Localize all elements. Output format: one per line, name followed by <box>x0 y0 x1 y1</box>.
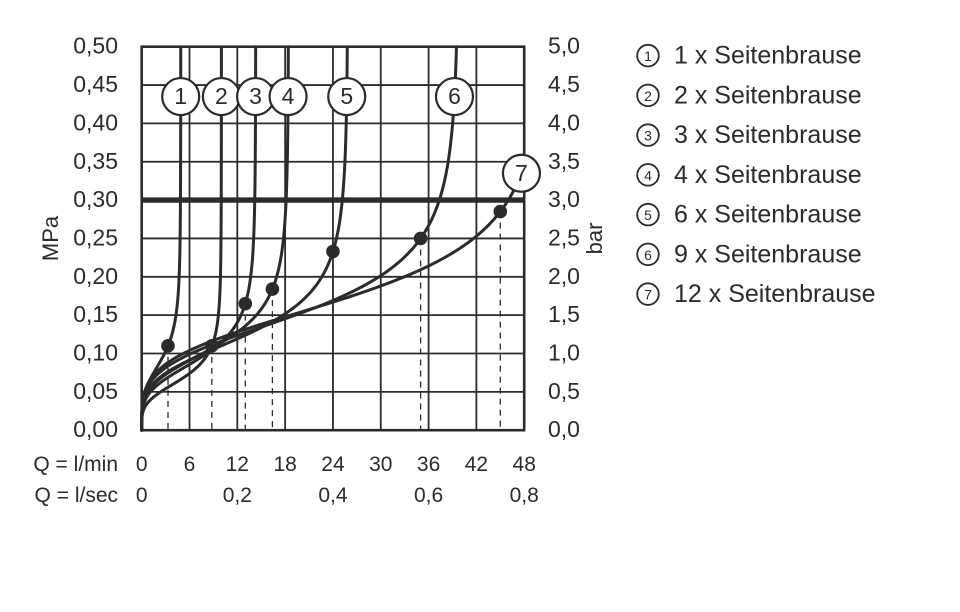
svg-text:0,2: 0,2 <box>223 484 252 507</box>
svg-text:6: 6 <box>644 247 652 263</box>
svg-text:0,8: 0,8 <box>510 484 539 507</box>
svg-text:0,20: 0,20 <box>73 263 118 289</box>
svg-text:7: 7 <box>644 287 652 303</box>
svg-text:0,45: 0,45 <box>73 71 118 97</box>
svg-text:6: 6 <box>448 83 461 109</box>
svg-text:0,35: 0,35 <box>73 148 118 174</box>
svg-text:0,5: 0,5 <box>548 378 580 404</box>
svg-text:24: 24 <box>321 453 345 476</box>
svg-text:0,6: 0,6 <box>414 484 443 507</box>
svg-text:0,30: 0,30 <box>73 186 118 212</box>
svg-text:bar: bar <box>582 223 607 255</box>
svg-text:18: 18 <box>273 453 296 476</box>
svg-text:1: 1 <box>174 83 187 109</box>
svg-text:12: 12 <box>226 453 249 476</box>
svg-text:36: 36 <box>417 453 440 476</box>
svg-text:4,0: 4,0 <box>548 109 580 135</box>
svg-text:3,5: 3,5 <box>548 148 580 174</box>
svg-text:4 x Seitenbrause: 4 x Seitenbrause <box>674 161 862 189</box>
svg-text:Q = l/sec: Q = l/sec <box>35 484 118 507</box>
svg-text:9 x Seitenbrause: 9 x Seitenbrause <box>674 240 862 268</box>
svg-text:0: 0 <box>136 453 148 476</box>
svg-text:7: 7 <box>515 160 528 186</box>
svg-text:0,25: 0,25 <box>73 224 118 250</box>
svg-text:42: 42 <box>465 453 488 476</box>
svg-text:5,0: 5,0 <box>548 33 580 59</box>
svg-text:0,05: 0,05 <box>73 378 118 404</box>
svg-text:0,00: 0,00 <box>73 416 118 442</box>
svg-text:5: 5 <box>340 83 353 109</box>
svg-text:6 x Seitenbrause: 6 x Seitenbrause <box>674 201 862 229</box>
svg-text:1: 1 <box>644 48 652 64</box>
svg-text:2,5: 2,5 <box>548 224 580 250</box>
svg-text:0,15: 0,15 <box>73 301 118 327</box>
svg-text:5: 5 <box>644 207 652 223</box>
svg-text:2,0: 2,0 <box>548 263 580 289</box>
svg-text:0,40: 0,40 <box>73 109 118 135</box>
svg-text:3,0: 3,0 <box>548 186 580 212</box>
svg-text:1,5: 1,5 <box>548 301 580 327</box>
svg-text:12 x Seitenbrause: 12 x Seitenbrause <box>674 280 876 308</box>
svg-text:0,10: 0,10 <box>73 340 118 366</box>
svg-text:3: 3 <box>249 83 262 109</box>
svg-text:0,4: 0,4 <box>318 484 348 507</box>
svg-text:1,0: 1,0 <box>548 340 580 366</box>
svg-text:4,5: 4,5 <box>548 71 580 97</box>
svg-text:0: 0 <box>136 484 148 507</box>
svg-text:2: 2 <box>215 83 228 109</box>
svg-text:Q = l/min: Q = l/min <box>33 453 118 476</box>
svg-text:2 x Seitenbrause: 2 x Seitenbrause <box>674 81 862 109</box>
svg-text:0,0: 0,0 <box>548 416 580 442</box>
svg-text:MPa: MPa <box>38 215 63 261</box>
svg-text:48: 48 <box>513 453 536 476</box>
svg-text:2: 2 <box>644 88 652 104</box>
svg-text:0,50: 0,50 <box>73 33 118 59</box>
svg-text:3: 3 <box>644 128 652 144</box>
svg-text:30: 30 <box>369 453 392 476</box>
svg-text:3 x Seitenbrause: 3 x Seitenbrause <box>674 121 862 149</box>
svg-text:4: 4 <box>282 83 295 109</box>
svg-text:1 x Seitenbrause: 1 x Seitenbrause <box>674 42 862 70</box>
svg-text:4: 4 <box>644 167 652 183</box>
svg-text:6: 6 <box>184 453 196 476</box>
